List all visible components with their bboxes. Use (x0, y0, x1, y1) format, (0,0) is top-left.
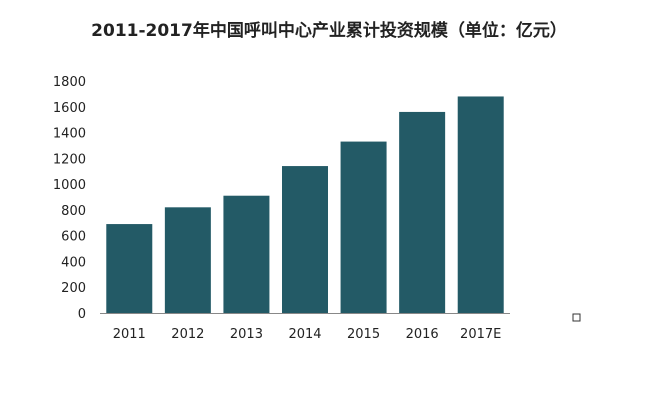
bar-2013 (223, 195, 270, 313)
y-axis: 0 200 400 600 800 1000 1200 1400 1600 1800 (53, 75, 86, 322)
bar-2011 (106, 224, 153, 313)
y-tick-label: 800 (61, 204, 86, 219)
x-tick-label: 2012 (171, 327, 204, 342)
x-tick-label: 2011 (113, 327, 146, 342)
y-tick-label: 400 (61, 255, 86, 270)
x-tick-label: 2013 (230, 327, 263, 342)
x-tick-label: 2017E (460, 327, 501, 342)
bar-2017E (457, 96, 504, 313)
y-tick-label: 1000 (53, 178, 86, 193)
y-tick-label: 200 (61, 281, 86, 296)
y-tick-label: 1200 (53, 152, 86, 167)
legend-marker-icon (572, 313, 581, 322)
bar-2016 (399, 111, 446, 313)
y-tick-label: 1800 (53, 75, 86, 90)
x-axis: 2011 2012 2013 2014 2015 2016 2017E (100, 313, 510, 342)
x-tick-label: 2015 (347, 327, 380, 342)
bar-2014 (282, 166, 328, 313)
bars-group (106, 96, 504, 313)
bar-2012 (164, 207, 211, 313)
y-tick-label: 1600 (53, 101, 86, 116)
y-tick-label: 0 (78, 307, 86, 322)
bar-2015 (340, 141, 387, 313)
chart-title: 2011-2017年中国呼叫中心产业累计投资规模（单位：亿元） (91, 20, 567, 41)
x-tick-label: 2014 (288, 327, 321, 342)
y-tick-label: 600 (61, 230, 86, 245)
x-tick-label: 2016 (406, 327, 439, 342)
y-tick-label: 1400 (53, 127, 86, 142)
